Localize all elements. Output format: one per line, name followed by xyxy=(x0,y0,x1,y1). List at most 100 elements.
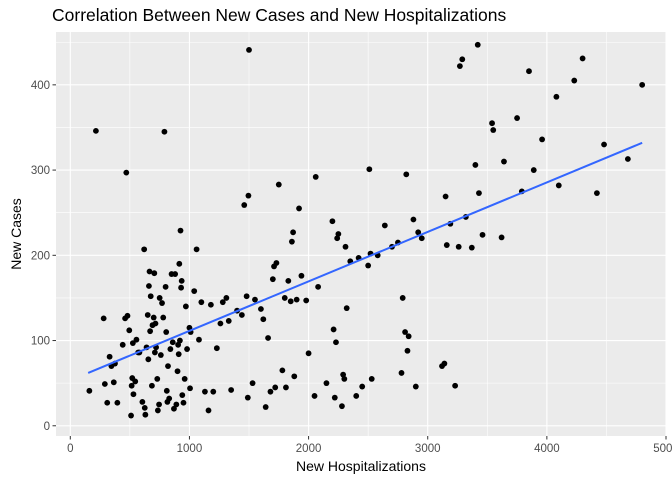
data-point xyxy=(161,128,168,135)
data-point xyxy=(312,173,319,180)
data-point xyxy=(272,384,279,391)
data-point xyxy=(154,407,161,414)
data-point xyxy=(124,312,131,319)
data-point xyxy=(343,305,350,312)
data-point xyxy=(217,320,224,327)
data-point xyxy=(110,379,117,386)
data-point xyxy=(156,401,162,408)
data-point xyxy=(298,272,305,279)
data-point xyxy=(258,306,264,312)
data-point xyxy=(130,391,137,398)
data-point xyxy=(166,395,173,402)
data-point xyxy=(579,55,586,62)
data-point xyxy=(119,341,126,348)
chart-title: Correlation Between New Cases and New Ho… xyxy=(52,5,507,25)
data-point xyxy=(169,339,176,346)
data-point xyxy=(490,127,497,133)
data-point xyxy=(246,46,252,53)
data-point xyxy=(172,271,179,277)
data-point xyxy=(399,295,406,301)
x-tick-label: 4000 xyxy=(534,443,560,455)
data-point xyxy=(151,270,158,277)
data-point xyxy=(128,382,135,389)
data-point xyxy=(150,314,157,321)
data-point xyxy=(441,360,448,367)
data-point xyxy=(404,347,411,354)
data-point xyxy=(472,162,479,168)
data-point xyxy=(468,244,475,251)
data-point xyxy=(415,229,422,236)
data-point xyxy=(639,81,646,88)
data-point xyxy=(133,336,140,343)
data-point xyxy=(291,373,298,380)
data-point xyxy=(244,394,251,401)
data-point xyxy=(459,56,466,63)
data-point xyxy=(156,295,163,301)
data-point xyxy=(196,336,202,343)
data-point xyxy=(205,407,212,414)
data-point xyxy=(279,367,286,374)
data-point xyxy=(252,296,258,303)
data-point xyxy=(202,388,208,395)
data-point xyxy=(571,77,578,84)
data-point xyxy=(443,242,450,248)
data-point xyxy=(489,120,495,127)
data-point xyxy=(553,93,560,100)
data-point xyxy=(163,387,170,394)
data-point xyxy=(104,399,111,406)
data-point xyxy=(157,352,164,358)
data-point xyxy=(173,401,180,408)
data-point xyxy=(275,181,282,188)
data-point xyxy=(132,378,139,385)
y-axis-title: New Cases xyxy=(8,198,24,270)
data-point xyxy=(331,394,338,401)
data-point xyxy=(476,190,482,196)
data-point xyxy=(410,216,417,223)
data-point xyxy=(601,141,607,148)
data-point xyxy=(228,387,235,393)
data-point xyxy=(128,412,134,419)
data-point xyxy=(341,375,348,382)
data-point xyxy=(405,333,412,340)
data-point xyxy=(514,115,520,121)
data-point xyxy=(86,387,93,394)
data-point xyxy=(147,328,154,335)
data-point xyxy=(273,260,280,266)
data-point xyxy=(141,404,148,411)
data-point xyxy=(213,345,220,352)
data-point xyxy=(260,316,267,323)
data-point xyxy=(501,158,507,165)
data-point xyxy=(225,318,232,324)
data-point xyxy=(311,393,318,399)
data-point xyxy=(381,222,388,229)
minor-grid xyxy=(56,32,666,436)
plot-panel xyxy=(56,32,666,436)
data-point xyxy=(162,283,169,290)
major-grid xyxy=(56,32,667,436)
data-point xyxy=(151,349,158,356)
data-point xyxy=(146,268,153,275)
data-point xyxy=(333,339,339,346)
data-point xyxy=(315,283,322,290)
data-point xyxy=(219,299,226,306)
data-point xyxy=(193,246,200,253)
data-point xyxy=(403,171,410,178)
data-point xyxy=(187,385,193,392)
data-point xyxy=(365,262,372,269)
data-point xyxy=(93,127,99,134)
x-tick-label: 1000 xyxy=(177,443,203,455)
data-point xyxy=(498,234,505,241)
x-axis-title: New Hospitalizations xyxy=(296,458,426,474)
data-point xyxy=(285,277,292,284)
data-point xyxy=(245,192,252,199)
y-tick-label: 100 xyxy=(31,336,50,348)
data-point xyxy=(175,351,182,358)
data-point xyxy=(106,353,113,360)
data-point xyxy=(123,169,130,176)
data-point xyxy=(152,320,159,327)
y-axis-ticks: 0 100 200 300 400 xyxy=(31,80,56,433)
data-point xyxy=(287,298,294,305)
data-point xyxy=(412,383,419,390)
data-point xyxy=(262,404,269,410)
